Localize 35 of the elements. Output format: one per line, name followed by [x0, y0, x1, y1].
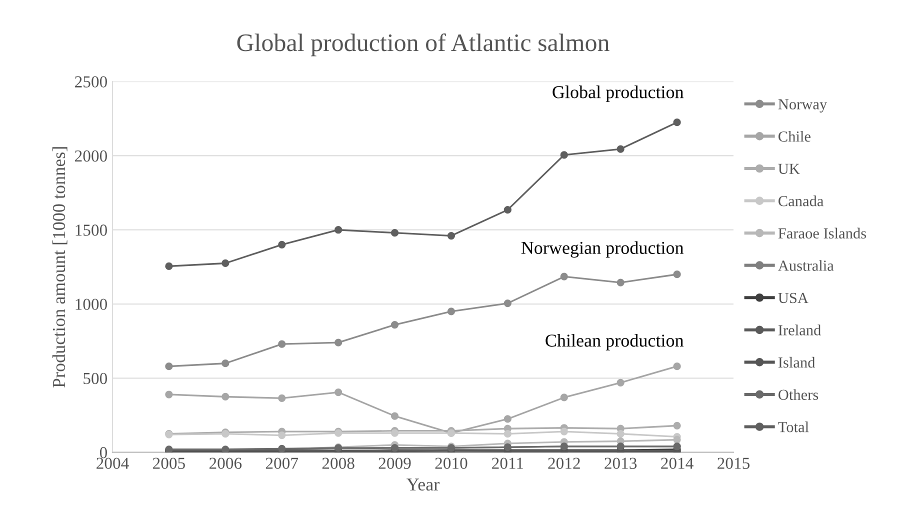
- legend-label: Canada: [778, 196, 824, 206]
- y-tick-label: 2500: [75, 76, 108, 88]
- x-tick-label: 2005: [153, 458, 185, 469]
- x-tick-label: 2006: [209, 458, 242, 469]
- x-tick-label: 2009: [378, 458, 411, 469]
- y-tick-label: 500: [84, 372, 108, 384]
- y-tick-label: 1500: [76, 224, 108, 236]
- x-tick-label: 2014: [661, 458, 694, 469]
- x-tick-label: 2015: [718, 458, 750, 469]
- annotation: Norwegian production: [521, 241, 684, 258]
- y-tick-label: 1000: [76, 298, 108, 310]
- x-tick-label: 2012: [548, 458, 580, 469]
- legend-label: UK: [778, 164, 800, 174]
- legend-label: Ireland: [778, 324, 821, 336]
- legend-label: Faraoe Islands: [778, 228, 866, 239]
- x-tick-label: 2013: [604, 458, 637, 469]
- y-tick-label: 0: [100, 447, 108, 458]
- annotation: Chilean production: [546, 334, 684, 350]
- x-tick-label: 2011: [492, 458, 524, 469]
- legend-label: Island: [778, 356, 816, 368]
- legend-label: USA: [778, 292, 808, 304]
- x-tick-label: 2008: [322, 458, 354, 469]
- x-tick-label: 2004: [96, 458, 129, 469]
- legend-label: Chile: [778, 130, 810, 142]
- annotation: Global production: [552, 86, 684, 102]
- x-tick-label: 2007: [266, 458, 298, 469]
- legend-label: Australia: [778, 260, 834, 271]
- legend-label: Total: [778, 421, 809, 432]
- y-tick-label: 2000: [75, 150, 108, 162]
- legend-label: Norway: [778, 99, 828, 113]
- y-axis-title: Production amount [1000 tonnes]: [52, 147, 68, 388]
- x-axis-title: Year: [406, 478, 440, 491]
- x-tick-label: 2010: [435, 458, 468, 469]
- chart-title: Global production of Atlantic salmon: [237, 33, 610, 56]
- legend-label: Others: [778, 389, 818, 400]
